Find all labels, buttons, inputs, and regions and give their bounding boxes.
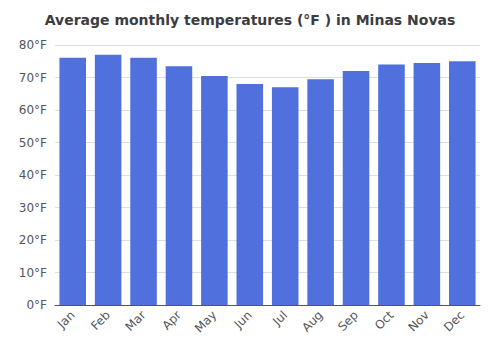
- svg-text:May: May: [192, 308, 219, 335]
- svg-text:50°F: 50°F: [19, 136, 47, 150]
- svg-text:Nov: Nov: [405, 308, 431, 334]
- svg-text:10°F: 10°F: [19, 266, 47, 280]
- svg-text:80°F: 80°F: [19, 38, 47, 52]
- svg-text:Jun: Jun: [231, 308, 255, 332]
- svg-text:60°F: 60°F: [19, 103, 47, 117]
- svg-text:Sep: Sep: [335, 308, 361, 334]
- svg-text:Aug: Aug: [299, 308, 325, 334]
- svg-text:Dec: Dec: [441, 308, 467, 334]
- svg-text:Jan: Jan: [54, 308, 78, 332]
- svg-text:Feb: Feb: [88, 308, 113, 333]
- svg-text:Mar: Mar: [123, 308, 149, 334]
- svg-text:20°F: 20°F: [19, 233, 47, 247]
- svg-text:Apr: Apr: [159, 308, 184, 333]
- svg-text:Oct: Oct: [372, 308, 397, 333]
- svg-text:0°F: 0°F: [26, 298, 47, 312]
- svg-text:40°F: 40°F: [19, 168, 47, 182]
- svg-text:Average monthly temperatures (: Average monthly temperatures (°F ) in Mi…: [45, 12, 456, 28]
- svg-text:Jul: Jul: [269, 308, 290, 329]
- svg-text:30°F: 30°F: [19, 201, 47, 215]
- svg-text:70°F: 70°F: [19, 71, 47, 85]
